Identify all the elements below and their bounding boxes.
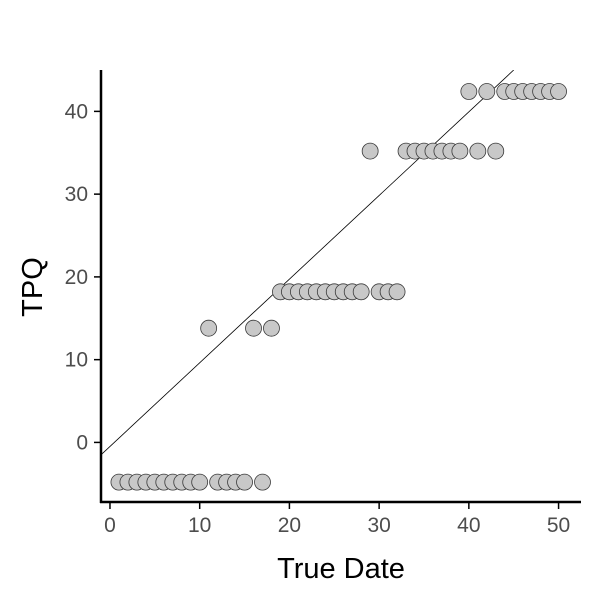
data-point [236,473,253,491]
x-tick-label: 0 [104,514,116,537]
x-tick-label: 40 [457,514,480,537]
data-point [451,142,469,160]
x-tick-label: 10 [188,514,211,537]
y-tick-label: 30 [65,183,88,206]
data-point [460,83,478,100]
data-point [388,283,406,301]
x-tick-label: 20 [278,514,301,537]
data-point [191,473,209,491]
plot-area [101,70,514,456]
data-point [469,142,487,160]
data-point [361,142,379,160]
axes [94,70,581,509]
data-point [254,473,271,491]
x-tick-label: 50 [547,514,570,537]
x-tick-label: 30 [367,514,390,537]
data-point [478,83,496,100]
tick-labels: 0 10 20 30 40 50 0 10 20 30 40 [65,100,571,537]
data-point [200,319,218,337]
y-tick-label: 10 [65,349,88,372]
y-tick-label: 40 [65,100,88,123]
y-tick-label: 0 [76,431,88,454]
y-axis-title: TPQ [17,257,49,317]
x-axis-title: True Date [277,553,405,585]
data-point [487,142,505,160]
data-point [550,83,567,100]
data-point [352,283,370,301]
data-point [245,319,262,337]
points-layer [110,83,567,491]
y-tick-label: 20 [65,266,88,289]
data-point [263,319,280,337]
fit-line [101,70,514,456]
